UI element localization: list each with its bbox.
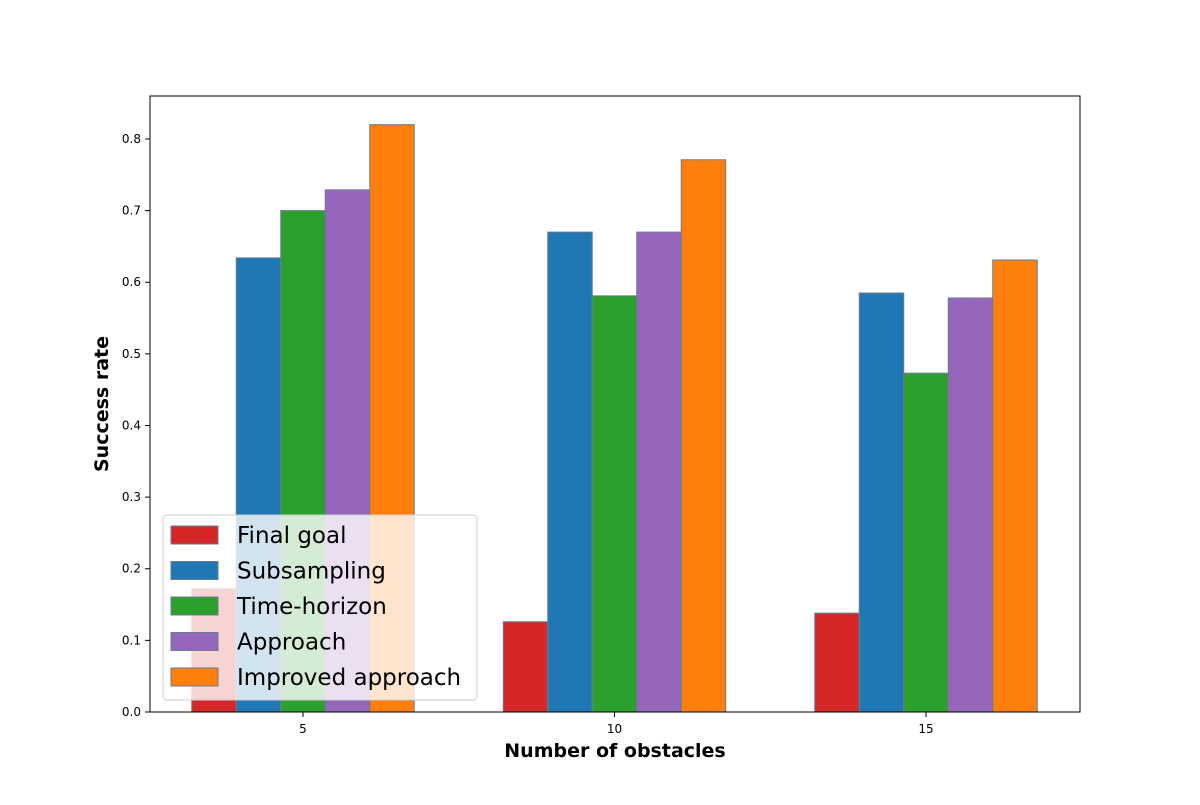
legend-label: Time-horizon	[236, 594, 387, 620]
legend: Final goal Subsampling Time-horizon Approac…	[162, 514, 478, 701]
legend-label: Approach	[237, 630, 346, 656]
bar-improved-approach-15	[992, 259, 1038, 713]
y-tick-label: 0.5	[122, 347, 141, 361]
bar-approach-15	[947, 297, 994, 713]
bar-approach-10	[636, 231, 682, 713]
y-tick-label: 0.6	[122, 275, 141, 289]
y-tick-label: 0.4	[122, 418, 141, 432]
x-tick-label: 10	[607, 722, 622, 736]
bar-subsampling-15	[858, 292, 905, 713]
bar-final-goal-15	[814, 612, 860, 713]
bar-improved-approach-10	[680, 159, 727, 713]
y-tick-label: 0.7	[122, 204, 141, 218]
x-tick-label: 15	[918, 722, 933, 736]
legend-label: Subsampling	[237, 559, 386, 585]
bar-time-horizon-15	[903, 372, 949, 713]
y-tick-label: 0.1	[122, 633, 141, 647]
y-tick-label: 0.8	[122, 132, 141, 146]
y-tick-label: 0.2	[122, 562, 141, 576]
x-axis-title: Number of obstacles	[504, 740, 725, 762]
legend-swatch	[170, 525, 219, 545]
y-axis-title: Success rate	[91, 336, 113, 472]
bar-final-goal-10	[502, 621, 549, 713]
y-tick-label: 0.3	[122, 490, 141, 504]
legend-swatch	[170, 667, 219, 687]
axes-layer: 0.0 0.1 0.2 0.3 0.4 0.5 0.6 0.7 0.8 5 10 15	[122, 95, 1081, 736]
legend-label: Improved approach	[237, 665, 461, 691]
x-tick-label: 5	[299, 722, 307, 736]
bar-subsampling-10	[547, 231, 593, 713]
y-tick-label: 0.0	[122, 705, 141, 719]
legend-swatch	[170, 561, 219, 580]
legend-box	[162, 514, 478, 701]
bar-time-horizon-10	[591, 295, 638, 713]
legend-label: Final goal	[237, 523, 346, 549]
legend-swatch	[170, 596, 219, 616]
legend-swatch	[170, 632, 219, 651]
